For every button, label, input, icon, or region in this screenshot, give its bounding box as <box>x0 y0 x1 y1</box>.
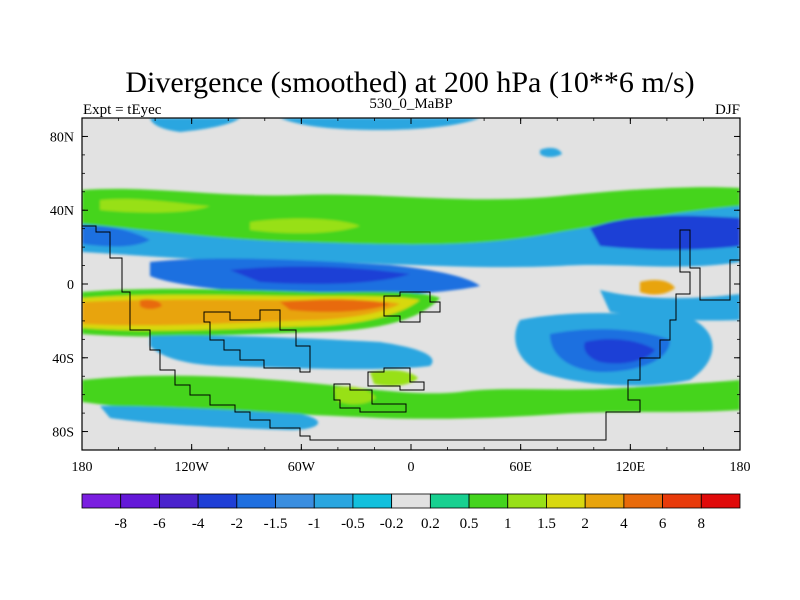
colorbar-label: -1.5 <box>264 516 288 532</box>
colorbar-swatch <box>159 493 199 509</box>
coastline-south-america <box>203 309 311 373</box>
colorbar-swatch <box>197 493 238 509</box>
field-yellowgreen-north-2 <box>250 218 360 234</box>
subtitle-left: Expt = tEyec <box>83 102 162 118</box>
field-deepblue-pacific <box>230 266 410 284</box>
field-deepblue-indian <box>584 339 655 364</box>
colorbar-swatch <box>546 493 586 509</box>
colorbar: -8 -6 -4 -2 -1.5 -1 -0.5 -0.2 0.2 0.5 1 1.5 2 4 6 8 <box>81 493 741 532</box>
colorbar-label: 1.5 <box>537 516 556 532</box>
x-tick-label: 180 <box>730 460 751 475</box>
y-tick-label: 40N <box>50 204 74 219</box>
colorbar-swatch <box>120 493 160 509</box>
colorbar-label: 6 <box>659 516 667 532</box>
field-green-south <box>82 375 740 419</box>
x-tick-label: 180 <box>72 460 93 475</box>
colorbar-label: -4 <box>192 516 205 532</box>
x-tick-label: 120W <box>175 460 210 475</box>
coastline-africa <box>383 291 441 323</box>
coastline-island-sa <box>333 383 407 413</box>
field-cyan-top-1 <box>150 118 240 132</box>
x-tick-label: 60W <box>288 460 316 475</box>
colorbar-label: -8 <box>114 516 127 532</box>
field-cyan-east <box>600 290 740 321</box>
colorbar-label: -0.5 <box>341 516 365 532</box>
field-yellowgreen-atlantic <box>370 370 418 386</box>
x-tick-label: 0 <box>408 460 415 475</box>
field-cyan-40n <box>82 206 740 268</box>
field-orange-west-pacific <box>640 280 675 295</box>
y-tick-label: 80S <box>52 426 74 441</box>
field-cyan-top-3 <box>540 147 562 157</box>
colorbar-label: -1 <box>308 516 321 532</box>
colorbar-swatch <box>81 493 122 509</box>
field-blue-40n-west <box>82 225 150 247</box>
field-cyan-far-south <box>100 406 319 430</box>
field-blue-west-pacific <box>590 215 740 250</box>
colorbar-label: -6 <box>153 516 166 532</box>
y-tick-label: 0 <box>67 278 74 293</box>
field-layer <box>82 118 740 430</box>
colorbar-swatch <box>507 493 547 509</box>
field-cyan-top-2 <box>280 118 480 130</box>
map-area <box>82 118 740 450</box>
field-yellowgreen-north <box>100 198 210 213</box>
colorbar-swatch <box>352 493 393 509</box>
field-yellowgreen-sa <box>334 386 376 405</box>
y-tick-label: 80N <box>50 130 74 145</box>
colorbar-swatch <box>468 493 509 509</box>
colorbar-swatch <box>236 493 276 509</box>
axis-layer: 180 120W 60W 0 60E 120E 180 80N 40N 0 40S 80S <box>50 117 751 475</box>
y-tick-label: 40S <box>52 352 74 367</box>
colorbar-swatch <box>584 493 625 509</box>
colorbar-swatch <box>275 493 315 509</box>
coastline-americas <box>82 225 740 441</box>
colorbar-swatch <box>313 493 354 509</box>
coastline-island-atl <box>367 367 425 391</box>
colorbar-swatch <box>623 493 663 509</box>
colorbar-label: -2 <box>231 516 244 532</box>
colorbar-label: 1 <box>504 516 512 532</box>
colorbar-label: 0.2 <box>421 516 440 532</box>
field-red-core <box>280 299 390 312</box>
field-cyan-south <box>150 335 433 370</box>
subtitle-right: DJF <box>715 102 740 118</box>
colorbar-swatch <box>700 493 741 509</box>
subtitle-center: 530_0_MaBP <box>369 96 452 112</box>
colorbar-label: 0.5 <box>460 516 479 532</box>
field-red-patch <box>140 299 162 309</box>
colorbar-label: 8 <box>698 516 706 532</box>
colorbar-swatch <box>429 493 470 509</box>
colorbar-swatch <box>662 493 702 509</box>
colorbar-swatch <box>391 493 431 509</box>
coastlines <box>82 225 740 441</box>
colorbar-label: -0.2 <box>380 516 404 532</box>
chart-title: Divergence (smoothed) at 200 hPa (10**6 … <box>125 66 694 99</box>
colorbar-label: 2 <box>581 516 589 532</box>
colorbar-label: 4 <box>620 516 628 532</box>
x-tick-label: 120E <box>616 460 646 475</box>
x-tick-label: 60E <box>509 460 532 475</box>
